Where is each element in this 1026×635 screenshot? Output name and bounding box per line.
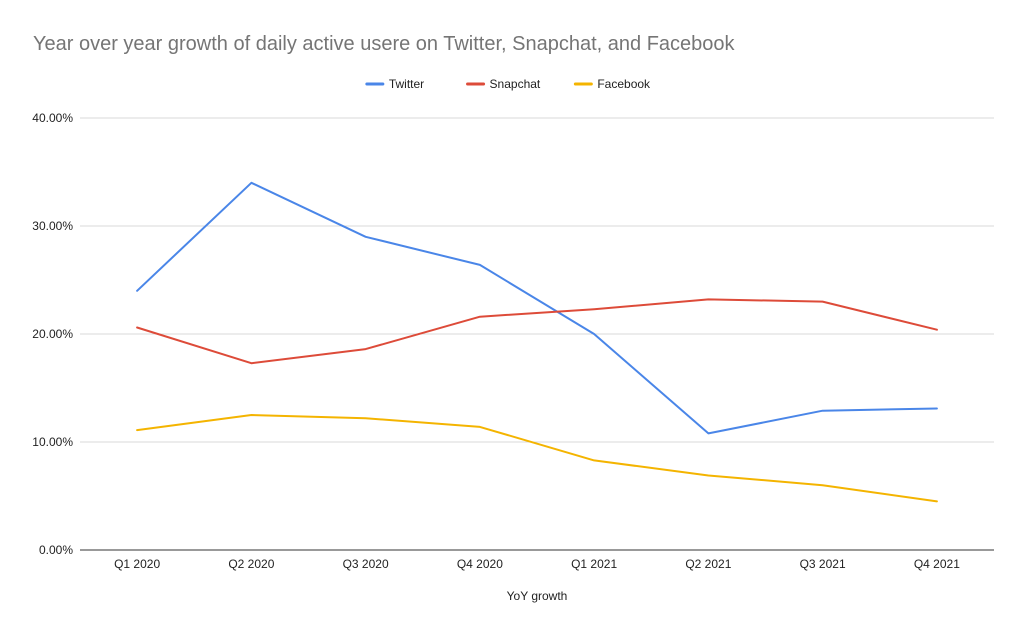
x-tick-label: Q3 2020 — [343, 557, 389, 571]
legend: Twitter Snapchat Facebook — [365, 77, 651, 91]
y-tick-label: 0.00% — [39, 543, 73, 557]
gridlines — [80, 117, 994, 551]
x-tick-label: Q1 2020 — [114, 557, 160, 571]
legend-label: Snapchat — [490, 77, 541, 91]
y-tick-label: 40.00% — [32, 111, 73, 125]
series-facebook — [136, 414, 938, 503]
y-tick-label: 20.00% — [32, 327, 73, 341]
series-line-twitter — [136, 181, 938, 435]
y-tick-label: 30.00% — [32, 219, 73, 233]
x-tick-label: Q4 2020 — [457, 557, 503, 571]
series-snapchat — [136, 298, 938, 365]
series-line-facebook — [136, 414, 938, 503]
series-lines — [136, 181, 938, 503]
legend-label: Twitter — [389, 77, 424, 91]
series-line-snapchat — [136, 298, 938, 365]
legend-item-twitter: Twitter — [365, 77, 424, 91]
y-tick-label: 10.00% — [32, 435, 73, 449]
x-tick-label: Q3 2021 — [800, 557, 846, 571]
series-twitter — [136, 181, 938, 435]
axes: 0.00% 10.00% 20.00% 30.00% 40.00% Q1 2020 Q2 2… — [32, 111, 960, 571]
x-tick-label: Q2 2020 — [228, 557, 274, 571]
x-tick-label: Q4 2021 — [914, 557, 960, 571]
legend-label: Facebook — [597, 77, 651, 91]
legend-item-snapchat: Snapchat — [466, 77, 541, 91]
x-tick-label: Q1 2021 — [571, 557, 617, 571]
legend-item-facebook: Facebook — [573, 77, 651, 91]
x-axis-title: YoY growth — [507, 589, 568, 603]
x-tick-label: Q2 2021 — [685, 557, 731, 571]
chart-title: Year over year growth of daily active us… — [33, 33, 735, 55]
